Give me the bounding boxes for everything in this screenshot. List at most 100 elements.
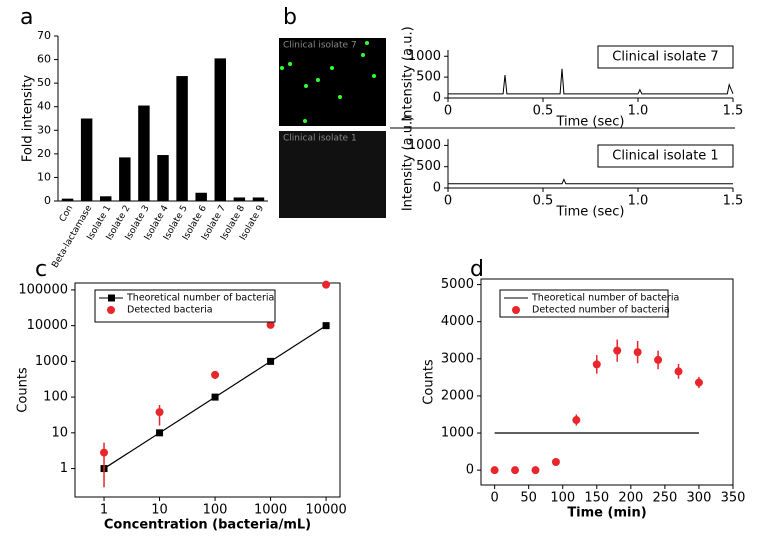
image-isolate-7: Clinical isolate 7 [279, 38, 386, 126]
bar [176, 76, 188, 201]
plot-frame [480, 278, 734, 486]
x-tick-label: 0.5 [533, 194, 554, 209]
y-axis-label: Intensity (a.u.) [401, 116, 416, 211]
y-tick-label: 0 [466, 463, 474, 478]
x-tick-label: 200 [618, 491, 643, 506]
x-tick-label: 0 [490, 491, 498, 506]
bar [214, 58, 226, 202]
legend-marker [108, 294, 115, 302]
x-tick-label: 350 [721, 491, 746, 506]
x-tick-label: 100 [203, 503, 228, 518]
bar [61, 198, 74, 201]
y-axis-label: Counts [422, 359, 437, 405]
marker [211, 370, 220, 379]
marker [155, 408, 164, 417]
y-tick-label: 10 [37, 170, 51, 183]
image-isolate-1: Clinical isolate 1 [279, 131, 386, 218]
marker [613, 346, 622, 355]
marker [674, 367, 683, 376]
y-axis-label: Counts [16, 367, 31, 413]
marker [490, 466, 499, 475]
annotation-box [597, 144, 734, 168]
legend-marker [512, 306, 520, 314]
y-tick-label: 1000 [441, 426, 474, 441]
image-label: Clinical isolate 7 [283, 41, 357, 51]
marker [266, 320, 275, 329]
x-tick-label: 1 [100, 503, 108, 518]
y-tick-label: 0 [433, 181, 441, 196]
y-tick-label: 1000 [35, 354, 68, 369]
x-tick-label: 1000 [254, 503, 287, 518]
y-tick-label: 500 [416, 159, 441, 174]
y-tick-label: 3000 [441, 351, 474, 366]
panel-label: a [20, 5, 33, 30]
legend-marker [107, 306, 115, 314]
bar [195, 192, 207, 201]
marker [322, 280, 331, 289]
y-tick-label: 4000 [441, 314, 474, 329]
panel-label: b [283, 5, 297, 30]
x-tick-label: 10000 [305, 503, 346, 518]
y-tick-label: 100 [43, 390, 68, 405]
y-axis-label: Intensity (a.u.) [401, 26, 416, 121]
legend-label: Detected bacteria [127, 305, 213, 316]
series-line [448, 68, 734, 95]
x-tick-label: 1.5 [723, 104, 744, 119]
y-tick-label: 0 [433, 91, 441, 106]
y-tick-label: 10000 [27, 318, 68, 333]
legend-label: Theoretical number of bacteria [126, 293, 274, 304]
y-tick-label: 50 [37, 76, 51, 89]
series-line [448, 178, 733, 185]
panel-label: d [470, 257, 484, 282]
annotation-box [597, 45, 734, 69]
legend-box [94, 289, 276, 323]
y-tick-label: 20 [37, 147, 51, 160]
legend-box [499, 289, 669, 318]
marker [100, 448, 109, 457]
y-tick-label: 1000 [408, 49, 441, 64]
x-tick-label: 1.0 [628, 104, 649, 119]
y-axis-label: Fold intensity [21, 75, 36, 163]
x-tick-label: 10 [151, 503, 168, 518]
x-tick-label: 1.0 [628, 194, 649, 209]
x-tick-label: Con [58, 204, 75, 224]
y-tick-label: 60 [37, 53, 51, 66]
x-tick-label: 250 [652, 491, 677, 506]
x-tick-label: 0 [444, 104, 452, 119]
x-axis-label: Time (sec) [555, 205, 624, 220]
y-tick-label: 10 [51, 425, 68, 440]
marker [211, 393, 219, 401]
marker [654, 355, 663, 364]
marker [531, 466, 540, 475]
marker [156, 429, 164, 437]
bar [138, 105, 150, 201]
plot-frame [74, 282, 341, 498]
annotation: Clinical isolate 1 [612, 149, 718, 164]
y-tick-label: 500 [416, 70, 441, 85]
x-tick-label: 1.5 [723, 194, 744, 209]
x-tick-label: 150 [584, 491, 609, 506]
y-tick-label: 0 [44, 194, 51, 207]
y-tick-label: 5000 [441, 277, 474, 292]
bar [100, 196, 112, 201]
legend-label: Theoretical number of bacteria [531, 293, 679, 304]
marker [633, 348, 642, 357]
x-axis-label: Concentration (bacteria/mL) [104, 518, 311, 533]
bar [157, 155, 169, 201]
marker [322, 322, 330, 330]
x-tick-label: 300 [687, 491, 712, 506]
marker [511, 466, 520, 475]
y-tick-label: 2000 [441, 388, 474, 403]
y-tick-label: 30 [37, 123, 51, 136]
x-tick-label: 50 [520, 491, 537, 506]
marker [551, 457, 560, 466]
panel-label: c [35, 257, 47, 282]
x-axis-label: Time (sec) [555, 115, 624, 130]
bar [119, 157, 131, 201]
y-tick-label: 1 [60, 461, 68, 476]
x-tick-label: 0.5 [533, 104, 554, 119]
y-tick-label: 40 [37, 100, 51, 113]
x-tick-label: 0 [444, 194, 452, 209]
image-label: Clinical isolate 1 [283, 134, 357, 144]
